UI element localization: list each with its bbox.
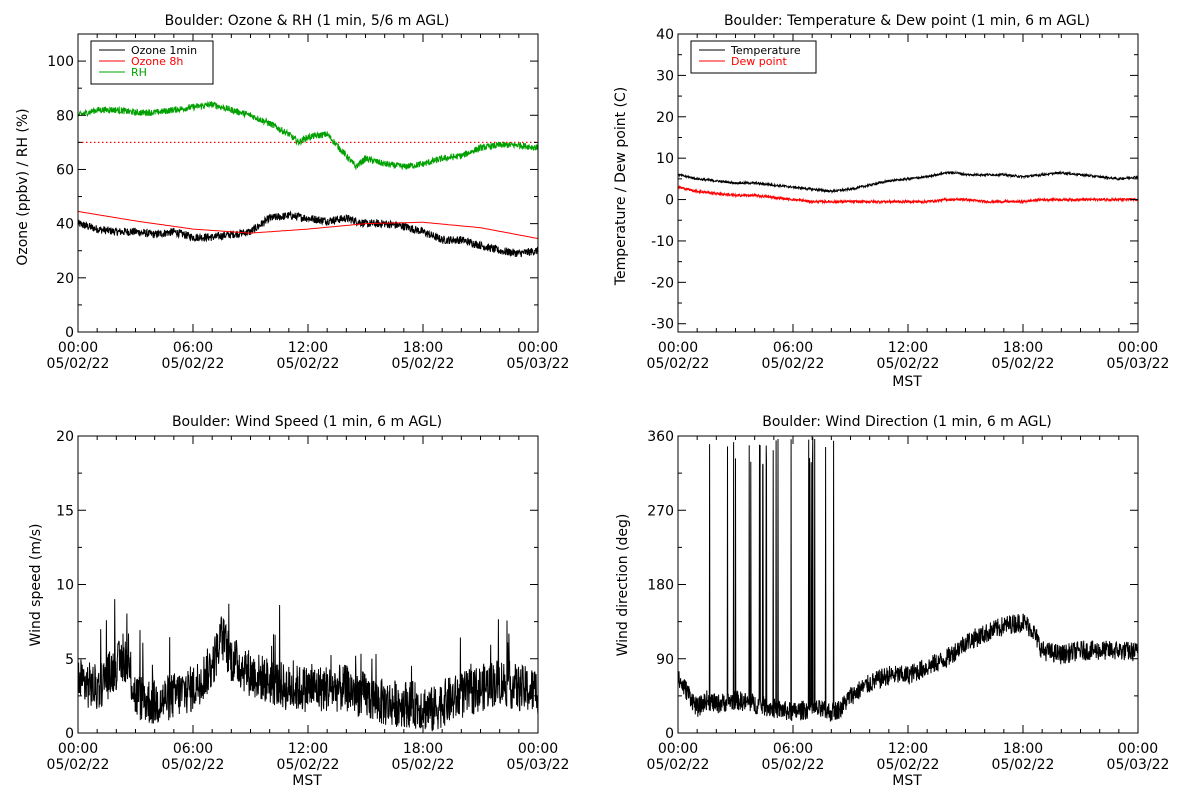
wind-speed-panel: Boulder: Wind Speed (1 min, 6 m AGL) Win… [28,414,569,789]
rh-line [78,100,538,170]
x-tick-label-date: 05/02/22 [162,356,225,372]
temperature-line [678,170,1138,194]
y-tick-label: 180 [647,578,674,594]
x-tick-label-time: 06:00 [173,741,213,757]
x-tick-label-time: 18:00 [403,340,443,356]
y-axis-label: Wind direction (deg) [615,514,631,657]
y-tick-label: 20 [56,429,74,445]
ozone-1min-line [78,210,538,258]
x-tick-label-date: 05/02/22 [162,757,225,773]
x-tick-label-time: 18:00 [1003,340,1043,356]
x-tick-label-time: 12:00 [888,340,928,356]
y-tick-label: 100 [47,54,74,70]
legend-label: Dew point [731,55,787,68]
x-tick-label-date: 05/03/22 [1107,757,1170,773]
x-tick-label-time: 00:00 [658,340,698,356]
x-tick-label-time: 06:00 [773,741,813,757]
x-axis-label: MST [892,773,922,789]
y-tick-label: 270 [647,503,674,519]
chart-title: Boulder: Temperature & Dew point (1 min,… [724,13,1090,29]
y-tick-label: 30 [656,68,674,84]
x-tick-label-date: 05/02/22 [762,757,825,773]
y-tick-label: 90 [656,652,674,668]
x-tick-label-time: 06:00 [173,340,213,356]
legend-label: Ozone 1min [131,44,197,57]
x-tick-label-date: 05/02/22 [47,356,110,372]
y-axis-label: Ozone (ppbv) / RH (%) [15,108,31,265]
dew-point-line [678,184,1138,205]
y-tick-label: 0 [65,325,74,341]
x-tick-label-date: 05/02/22 [392,356,455,372]
x-tick-label-date: 05/03/22 [1107,356,1170,372]
x-tick-label-time: 00:00 [1118,741,1158,757]
x-tick-label-time: 00:00 [58,340,98,356]
x-axis-label: MST [292,773,322,789]
x-tick-label-date: 05/02/22 [277,356,340,372]
x-tick-label-date: 05/03/22 [507,757,570,773]
x-tick-label-time: 00:00 [658,741,698,757]
x-tick-label-time: 00:00 [518,741,558,757]
chart-title: Boulder: Ozone & RH (1 min, 5/6 m AGL) [165,13,450,29]
legend-box [690,40,817,74]
y-axis-label: Wind speed (m/s) [28,524,44,647]
wind-direction-plot: 09018027036000:0005/02/2206:0005/02/2212… [647,429,1170,773]
y-tick-label: -30 [651,317,674,333]
x-tick-label-date: 05/02/22 [877,757,940,773]
legend-label: Temperature [730,44,801,57]
x-tick-label-time: 12:00 [888,741,928,757]
x-tick-label-date: 05/02/22 [762,356,825,372]
x-tick-label-time: 00:00 [1118,340,1158,356]
x-tick-label-time: 18:00 [403,741,443,757]
x-tick-label-time: 06:00 [773,340,813,356]
x-tick-label-date: 05/02/22 [647,356,710,372]
x-tick-label-time: 12:00 [288,340,328,356]
y-tick-label: 0 [665,193,674,209]
y-tick-label: 10 [656,151,674,167]
y-tick-label: -10 [651,234,674,250]
y-tick-label: 80 [56,108,74,124]
y-tick-label: 360 [647,429,674,445]
legend-label: Ozone 8h [131,55,183,68]
wind-speed-plot: 0510152000:0005/02/2206:0005/02/2212:000… [47,429,570,773]
y-tick-label: -20 [651,275,674,291]
x-tick-label-time: 18:00 [1003,741,1043,757]
wind-direction-panel: Boulder: Wind Direction (1 min, 6 m AGL)… [615,414,1169,789]
y-tick-label: 10 [56,578,74,594]
y-tick-label: 20 [656,110,674,126]
legend-box [90,40,214,85]
x-tick-label-date: 05/02/22 [277,757,340,773]
temp-dew-panel: Boulder: Temperature & Dew point (1 min,… [613,13,1169,390]
ozone-8h-line [78,210,538,239]
y-tick-label: 20 [56,271,74,287]
y-tick-label: 60 [56,162,74,178]
ozone-rh-plot: 02040608010000:0005/02/2206:0005/02/2212… [47,33,570,372]
y-tick-label: 0 [665,726,674,742]
x-tick-label-time: 00:00 [518,340,558,356]
chart-title: Boulder: Wind Direction (1 min, 6 m AGL) [762,414,1051,430]
ozone-rh-panel: Boulder: Ozone & RH (1 min, 5/6 m AGL) O… [15,13,569,372]
y-tick-label: 40 [656,27,674,43]
x-axis-label: MST [892,374,922,390]
x-tick-label-time: 12:00 [288,741,328,757]
wind-speed-line [78,599,538,732]
x-tick-label-date: 05/02/22 [647,757,710,773]
x-tick-label-date: 05/02/22 [47,757,110,773]
y-axis-label: Temperature / Dew point (C) [613,87,629,286]
x-tick-label-date: 05/03/22 [507,356,570,372]
x-tick-label-date: 05/02/22 [877,356,940,372]
x-tick-label-date: 05/02/22 [992,757,1055,773]
wind-dir-line [678,437,1138,722]
x-tick-label-date: 05/02/22 [992,356,1055,372]
x-tick-label-date: 05/02/22 [392,757,455,773]
legend-label: RH [131,66,147,79]
x-tick-label-time: 00:00 [58,741,98,757]
chart-title: Boulder: Wind Speed (1 min, 6 m AGL) [172,414,442,430]
y-tick-label: 5 [65,652,74,668]
y-tick-label: 0 [65,726,74,742]
temp-dew-plot: -30-20-1001020304000:0005/02/2206:0005/0… [647,27,1170,372]
y-tick-label: 15 [56,503,74,519]
y-tick-label: 40 [56,217,74,233]
